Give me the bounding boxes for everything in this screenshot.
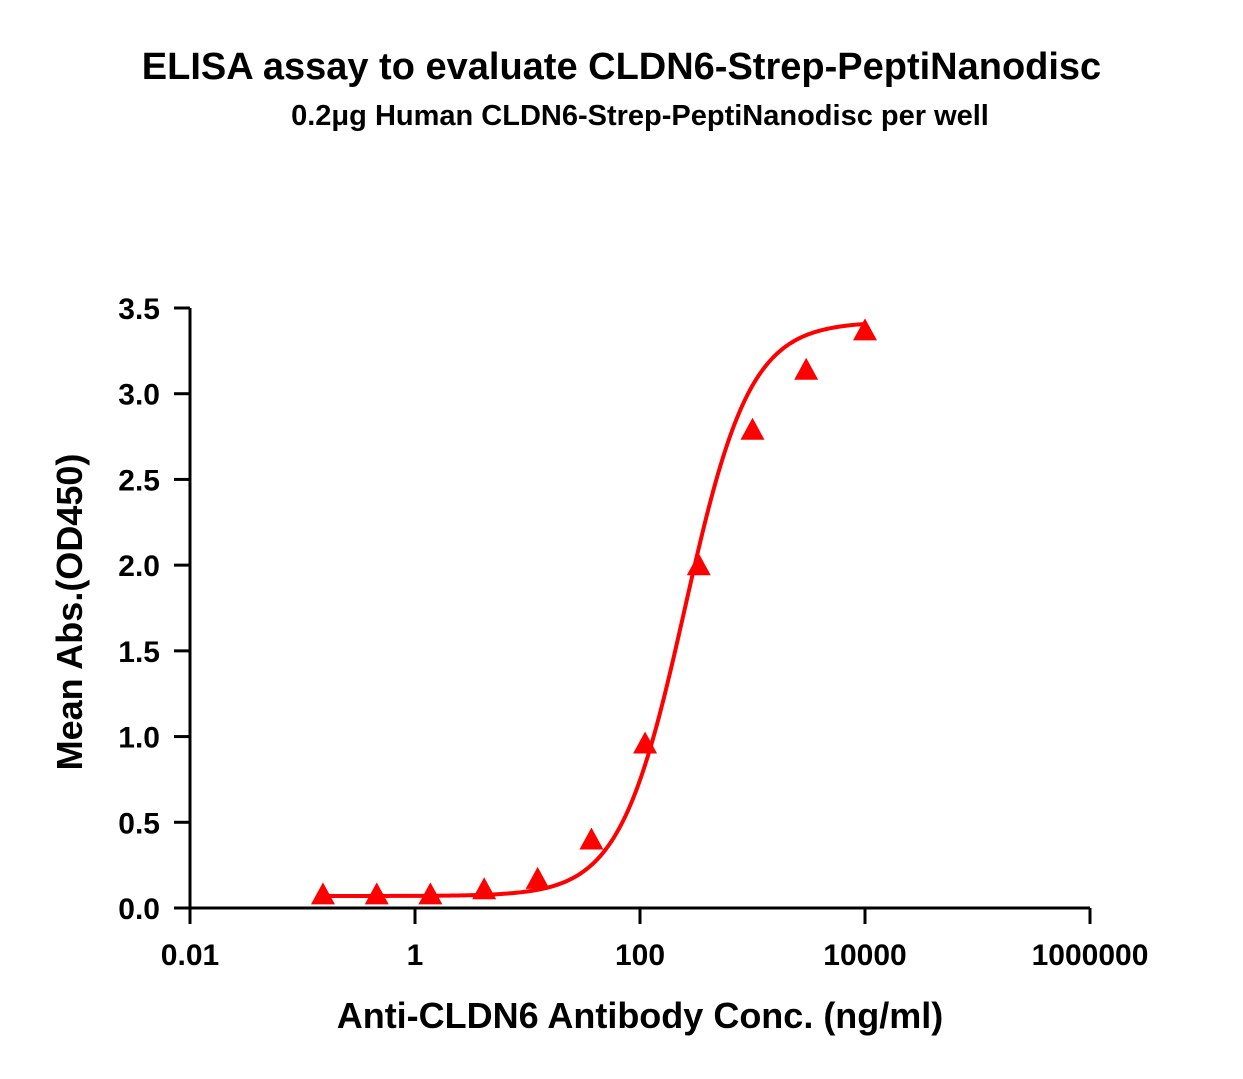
fit-curve-group (322, 321, 866, 898)
fit-curve (322, 321, 866, 898)
data-point-triangle (364, 882, 389, 905)
x-tick-label: 0.01 (161, 939, 219, 972)
data-points (310, 318, 877, 905)
data-point-triangle (525, 866, 550, 889)
y-tick-label: 2.0 (118, 550, 160, 583)
chart-title: ELISA assay to evaluate CLDN6-Strep-Pept… (141, 46, 1102, 88)
y-tick-label: 1.0 (118, 722, 160, 755)
y-tick-label: 3.5 (118, 293, 160, 326)
x-axis-title: Anti-CLDN6 Antibody Conc. (ng/ml) (337, 995, 944, 1036)
y-tick-label: 1.5 (118, 636, 160, 669)
axes: 0.0 0.5 1.0 1.5 2.0 2.5 3.0 3.5 0.01 1 100 10000 100… (118, 293, 1148, 972)
chart-subtitle: 0.2μg Human CLDN6-Strep-PeptiNanodisc pe… (291, 100, 989, 132)
data-point-triangle (853, 318, 877, 341)
y-axis-title: Mean Abs.(OD450) (49, 454, 90, 771)
data-point-triangle (794, 357, 819, 380)
x-tick-label: 1 (407, 939, 424, 972)
data-point-triangle (740, 417, 765, 440)
y-tick-label: 0.0 (118, 893, 160, 926)
data-point-triangle (418, 882, 443, 905)
x-tick-label: 100 (615, 939, 665, 972)
x-tick-label: 10000 (823, 939, 906, 972)
y-tick-label: 3.0 (118, 379, 160, 412)
x-tick-label: 1000000 (1032, 939, 1149, 972)
data-point-triangle (579, 827, 604, 850)
data-point-triangle (686, 553, 711, 576)
y-tick-label: 2.5 (118, 464, 160, 497)
data-point-triangle (472, 877, 497, 900)
data-point-triangle (310, 882, 335, 905)
data-point-triangle (633, 731, 658, 754)
y-tick-label: 0.5 (118, 807, 160, 840)
